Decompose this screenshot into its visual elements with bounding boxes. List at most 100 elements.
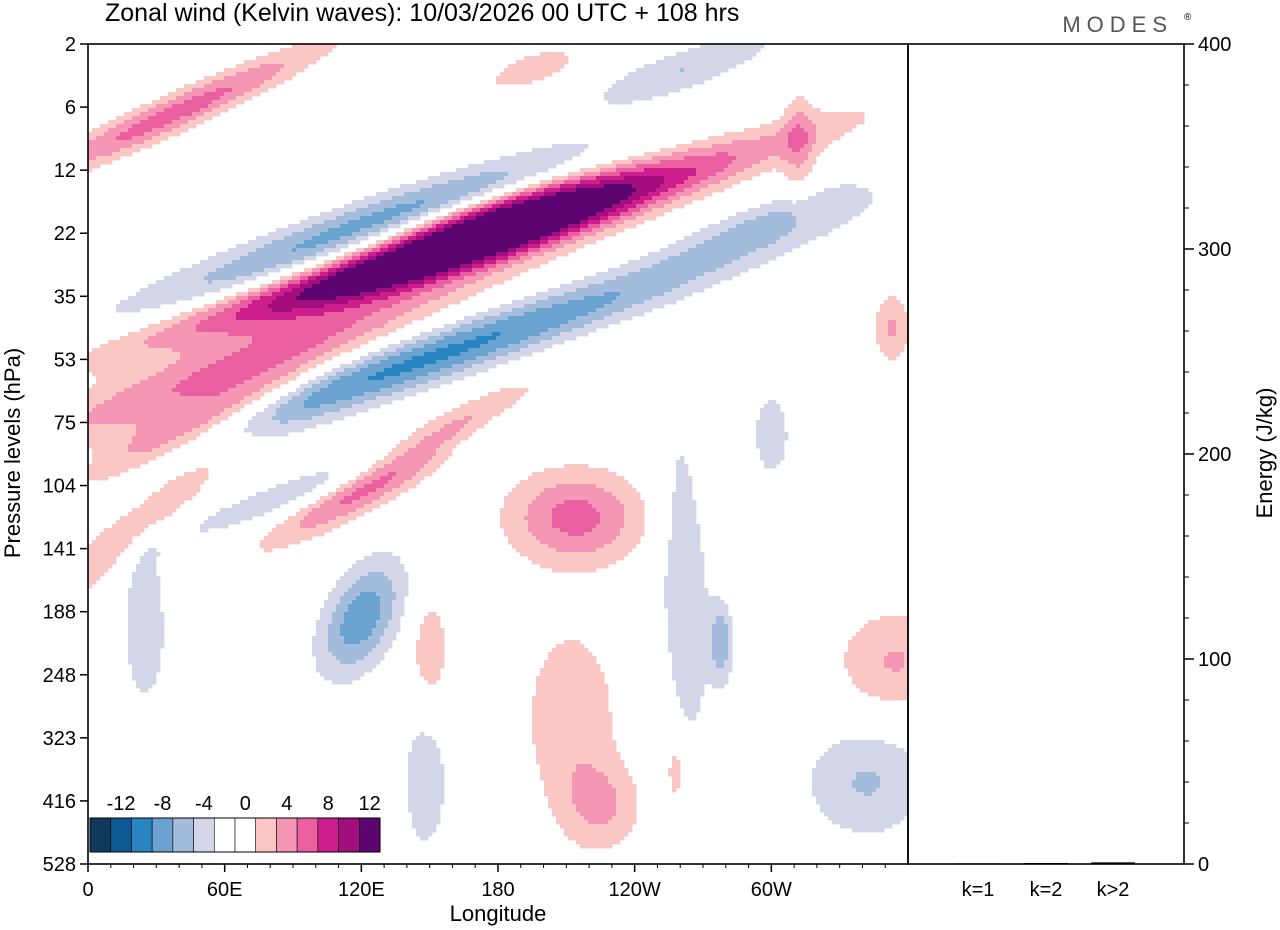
heatmap-cell	[340, 384, 345, 389]
heatmap-cell	[88, 444, 93, 449]
heatmap-cell	[352, 252, 357, 257]
heatmap-cell	[296, 492, 301, 497]
heatmap-cell	[252, 320, 257, 325]
heatmap-cell	[232, 68, 237, 73]
heatmap-cell	[88, 476, 93, 481]
heatmap-cell	[284, 400, 289, 405]
heatmap-cell	[96, 144, 101, 149]
heatmap-cell	[264, 264, 269, 269]
heatmap-cell	[236, 516, 241, 521]
heatmap-cell	[92, 456, 97, 461]
heatmap-cell	[96, 412, 101, 417]
heatmap-cell	[120, 372, 125, 377]
heatmap-cell	[144, 356, 149, 361]
heatmap-cell	[220, 100, 225, 105]
heatmap-cell	[88, 140, 93, 145]
heatmap-cell	[376, 368, 381, 373]
heatmap-cell	[108, 428, 113, 433]
heatmap-cell	[200, 480, 205, 485]
heatmap-cell	[140, 640, 145, 645]
heatmap-cell	[180, 436, 185, 441]
heatmap-cell	[208, 344, 213, 349]
heatmap-cell	[308, 44, 313, 49]
heatmap-cell	[240, 72, 245, 77]
heatmap-cell	[308, 476, 313, 481]
heatmap-cell	[264, 384, 269, 389]
heatmap-cell	[328, 272, 333, 277]
heatmap-cell	[272, 332, 277, 337]
heatmap-cell	[148, 324, 153, 329]
heatmap-cell	[224, 400, 229, 405]
heatmap-cell	[356, 344, 361, 349]
heatmap-cell	[252, 336, 257, 341]
heatmap-cell	[352, 492, 357, 497]
heatmap-cell	[128, 448, 133, 453]
heatmap-cell	[284, 64, 289, 69]
heatmap-cell	[332, 272, 337, 277]
heatmap-cell	[336, 320, 341, 325]
heatmap-cell	[336, 272, 341, 277]
heatmap-cell	[364, 504, 369, 509]
heatmap-cell	[88, 144, 93, 149]
heatmap-cell	[116, 360, 121, 365]
heatmap-cell	[360, 388, 365, 393]
heatmap-cell	[264, 360, 269, 365]
heatmap-cell	[140, 676, 145, 681]
heatmap-cell	[324, 312, 329, 317]
heatmap-cell	[316, 324, 321, 329]
heatmap-cell	[296, 364, 301, 369]
heatmap-cell	[324, 612, 329, 617]
heatmap-cell	[292, 528, 297, 533]
heatmap-cell	[368, 320, 373, 325]
heatmap-cell	[356, 476, 361, 481]
heatmap-cell	[284, 488, 289, 493]
heatmap-cell	[376, 628, 381, 633]
heatmap-cell	[328, 492, 333, 497]
heatmap-cell	[212, 348, 217, 353]
heatmap-cell	[236, 380, 241, 385]
heatmap-cell	[292, 428, 297, 433]
heatmap-cell	[244, 248, 249, 253]
heatmap-cell	[312, 236, 317, 241]
heatmap-cell	[152, 296, 157, 301]
heatmap-cell	[132, 432, 137, 437]
heatmap-cell	[224, 84, 229, 89]
heatmap-cell	[272, 304, 277, 309]
heatmap-cell	[316, 284, 321, 289]
heatmap-cell	[160, 332, 165, 337]
heatmap-cell	[228, 348, 233, 353]
heatmap-cell	[280, 304, 285, 309]
heatmap-cell	[120, 344, 125, 349]
heatmap-cell	[332, 504, 337, 509]
heatmap-cell	[108, 128, 113, 133]
heatmap-cell	[196, 360, 201, 365]
heatmap-cell	[200, 336, 205, 341]
heatmap-cell	[184, 324, 189, 329]
heatmap-cell	[340, 288, 345, 293]
heatmap-cell	[108, 432, 113, 437]
heatmap-cell	[268, 368, 273, 373]
heatmap-cell	[156, 136, 161, 141]
heatmap-cell	[112, 448, 117, 453]
heatmap-cell	[260, 388, 265, 393]
heatmap-cell	[320, 236, 325, 241]
heatmap-cell	[164, 400, 169, 405]
heatmap-cell	[276, 492, 281, 497]
heatmap-cell	[360, 668, 365, 673]
heatmap-cell	[268, 548, 273, 553]
heatmap-cell	[368, 256, 373, 261]
heatmap-cell	[204, 84, 209, 89]
heatmap-cell	[312, 396, 317, 401]
heatmap-cell	[316, 660, 321, 665]
heatmap-cell	[280, 340, 285, 345]
heatmap-cell	[316, 236, 321, 241]
heatmap-cell	[332, 632, 337, 637]
heatmap-cell	[300, 360, 305, 365]
heatmap-cell	[152, 576, 157, 581]
heatmap-cell	[352, 332, 357, 337]
heatmap-cell	[100, 384, 105, 389]
heatmap-cell	[324, 520, 329, 525]
heatmap-cell	[356, 360, 361, 365]
heatmap-cell	[280, 68, 285, 73]
heatmap-cell	[240, 504, 245, 509]
